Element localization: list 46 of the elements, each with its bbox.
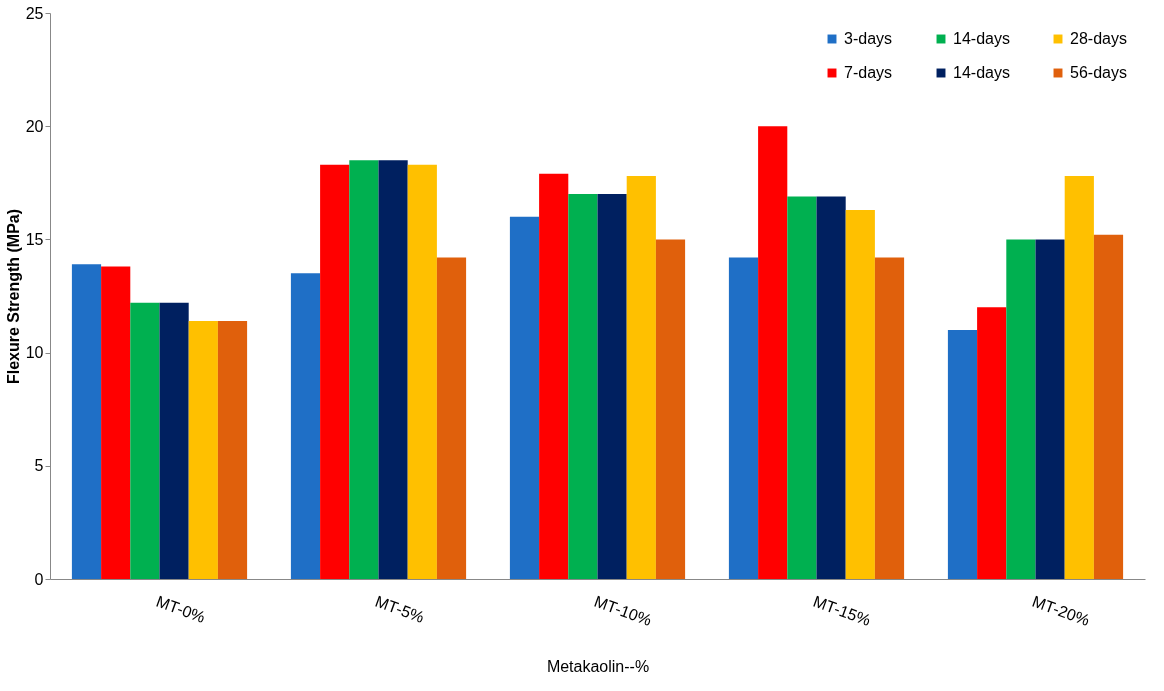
- bar: [539, 173, 569, 579]
- x-tick-label: MT-0%: [154, 592, 208, 626]
- bar: [407, 164, 437, 579]
- bar: [101, 266, 131, 579]
- bar: [378, 160, 408, 579]
- bar: [320, 164, 350, 579]
- bar: [188, 320, 218, 579]
- y-tick-label: 5: [34, 457, 44, 475]
- bar: [787, 196, 817, 579]
- bar: [290, 273, 321, 579]
- bar: [509, 216, 540, 579]
- bar: [349, 160, 379, 579]
- legend-label: 14-days: [953, 30, 1010, 47]
- y-axis-title: Flexure Strength (MPa): [4, 208, 22, 385]
- bar: [436, 257, 467, 579]
- bar: [1093, 234, 1124, 579]
- bar: [1064, 176, 1094, 579]
- bar: [159, 302, 189, 579]
- bar: [568, 194, 598, 579]
- bar: [758, 126, 788, 579]
- bar: [1006, 239, 1036, 579]
- bar: [71, 264, 102, 579]
- bar: [1035, 239, 1065, 579]
- bar: [626, 176, 656, 579]
- bar: [728, 257, 759, 579]
- legend-label: 14-days: [953, 64, 1010, 81]
- bar: [947, 329, 978, 579]
- bar: [217, 320, 248, 579]
- bar: [845, 209, 875, 579]
- y-tick-label: 10: [25, 344, 44, 362]
- y-tick-label: 0: [34, 570, 44, 588]
- legend-label: 3-days: [844, 30, 893, 47]
- y-tick-label: 25: [25, 4, 44, 22]
- bar: [874, 257, 905, 579]
- y-tick-label: 20: [25, 117, 44, 135]
- y-tick-label: 15: [25, 230, 44, 248]
- bar: [816, 196, 846, 579]
- bar: [597, 194, 627, 579]
- legend-label: 56-days: [1070, 64, 1127, 81]
- bar: [130, 302, 160, 579]
- bar: [655, 239, 686, 579]
- x-tick-label: MT-5%: [373, 592, 427, 626]
- x-axis-title: Metakaolin--%: [546, 657, 650, 675]
- legend-label: 28-days: [1070, 30, 1127, 47]
- bar: [977, 307, 1007, 579]
- legend-label: 7-days: [844, 64, 893, 81]
